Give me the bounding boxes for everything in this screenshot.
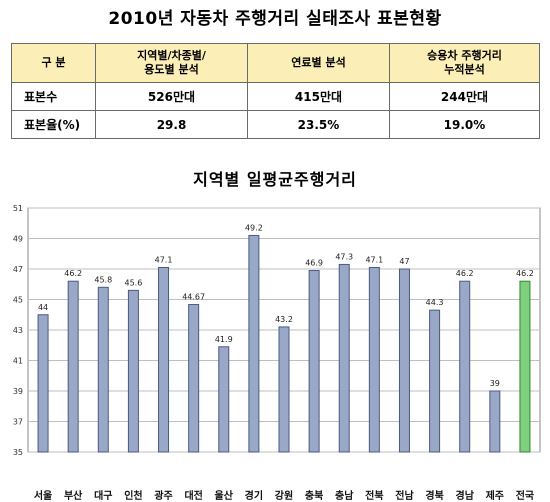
x-tick-label: 대구 <box>94 489 112 502</box>
bar-2 <box>67 280 79 453</box>
x-tick-label: 강원 <box>275 489 293 502</box>
table-row: 표본율(%) 29.8 23.5% 19.0% <box>11 110 540 139</box>
bar-9 <box>278 326 290 453</box>
bar-8 <box>248 234 260 453</box>
data-label: 47 <box>399 257 409 266</box>
table-cell: 표본율(%) <box>11 110 96 139</box>
table-cell: 244만대 <box>389 82 540 111</box>
y-tick-label: 51 <box>13 204 23 213</box>
bar-7 <box>218 346 230 453</box>
table-header-regional-line2: 용도별 분석 <box>144 63 199 76</box>
data-label: 43.2 <box>275 315 293 324</box>
data-label: 46.9 <box>305 259 323 268</box>
table-header-passenger: 승용차 주행거리 누적분석 <box>389 43 540 83</box>
sample-status-table: 구 분 지역별/차종별/ 용도별 분석 연료별 분석 승용차 주행거리 누적분석… <box>11 43 540 139</box>
table-cell: 표본수 <box>11 82 96 111</box>
x-tick-label: 전국 <box>516 489 534 502</box>
table-cell: 415만대 <box>247 82 390 111</box>
bar-6 <box>188 304 200 453</box>
bar-1 <box>37 314 49 453</box>
x-tick-label: 부산 <box>64 489 83 502</box>
page-title: 2010년 자동차 주행거리 실태조사 표본현황 <box>108 9 442 29</box>
x-tick-label: 경북 <box>425 489 443 502</box>
table-header-category: 구 분 <box>11 43 96 83</box>
y-tick-label: 39 <box>13 387 23 396</box>
x-tick-label: 서울 <box>34 489 52 502</box>
table-cell: 19.0% <box>389 110 540 139</box>
data-label: 49.2 <box>245 223 263 232</box>
x-tick-label: 대전 <box>184 489 202 502</box>
bar-4 <box>127 289 139 453</box>
x-tick-label: 광주 <box>154 490 172 502</box>
bar-16 <box>489 390 501 453</box>
table-cell: 29.8 <box>95 110 248 139</box>
x-tick-label: 전남 <box>395 489 414 502</box>
x-tick-label: 충남 <box>335 489 354 502</box>
data-label: 41.9 <box>215 335 233 344</box>
table-header-row: 구 분 지역별/차종별/ 용도별 분석 연료별 분석 승용차 주행거리 누적분석 <box>11 43 540 83</box>
table-header-regional: 지역별/차종별/ 용도별 분석 <box>95 43 248 83</box>
table-header-regional-line1: 지역별/차종별/ <box>137 49 206 62</box>
y-tick-label: 41 <box>13 357 23 366</box>
y-tick-label: 35 <box>13 448 23 457</box>
data-label: 44.67 <box>182 293 205 302</box>
bar-12 <box>368 266 380 453</box>
data-label: 45.8 <box>94 275 112 284</box>
data-label: 39 <box>490 379 500 388</box>
x-tick-label: 충북 <box>305 489 323 502</box>
chart-title: 지역별 일평균주행거리 <box>193 170 357 189</box>
x-tick-label: 전북 <box>365 489 383 502</box>
table-header-fuel: 연료별 분석 <box>247 43 390 83</box>
table-row: 표본수 526만대 415만대 244만대 <box>11 82 540 111</box>
y-tick-label: 49 <box>13 235 23 244</box>
bar-14 <box>429 309 441 453</box>
bar-13 <box>398 268 410 453</box>
data-label: 47.3 <box>335 252 353 261</box>
data-label: 46.2 <box>516 269 534 278</box>
bar-3 <box>97 286 109 453</box>
x-tick-label: 제주 <box>486 489 504 502</box>
data-label: 46.2 <box>456 269 474 278</box>
bar-5 <box>158 266 170 453</box>
data-label: 46.2 <box>64 269 82 278</box>
bar-10 <box>308 270 320 453</box>
y-tick-label: 43 <box>13 326 23 335</box>
data-label: 47.1 <box>365 255 383 264</box>
data-label: 47.1 <box>155 255 173 264</box>
bar-17 <box>519 280 531 453</box>
x-tick-label: 경기 <box>245 489 263 502</box>
x-tick-label: 울산 <box>215 489 234 502</box>
y-tick-label: 47 <box>13 265 23 274</box>
data-label: 44.3 <box>426 298 444 307</box>
data-label: 45.6 <box>125 278 143 287</box>
table-cell: 526만대 <box>95 82 248 111</box>
x-tick-label: 경남 <box>456 489 475 502</box>
bar-chart: 35 37 39 41 43 45 47 49 51 44 서울 46.2 부산 45.8 대구 45.6 인천… <box>13 204 541 502</box>
y-tick-label: 45 <box>13 296 23 305</box>
y-tick-label: 37 <box>13 418 23 427</box>
table-header-passenger-line1: 승용차 주행거리 <box>427 49 502 62</box>
table-header-passenger-line2: 누적분석 <box>444 63 485 76</box>
bar-15 <box>459 280 471 453</box>
data-label: 44 <box>38 303 48 312</box>
x-tick-label: 인천 <box>124 489 142 502</box>
table-cell: 23.5% <box>247 110 390 139</box>
bar-11 <box>338 263 350 453</box>
